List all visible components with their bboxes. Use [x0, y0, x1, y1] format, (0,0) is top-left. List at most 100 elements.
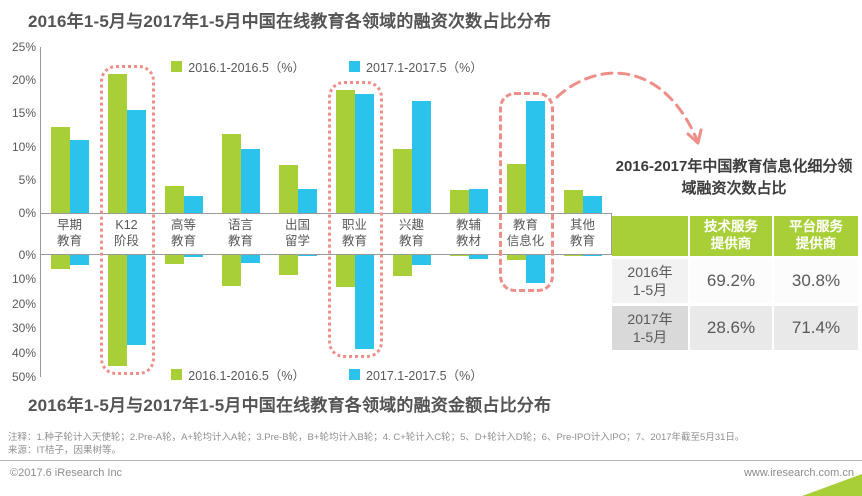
bottom-bar-2016-早期教育 [51, 255, 70, 269]
category-label-K12阶段: K12 阶段 [113, 218, 139, 248]
row-label-2016: 2016年 1-5月 [612, 259, 690, 306]
top-bar-2017-其他教育 [583, 196, 602, 213]
row-label-2017: 2017年 1-5月 [612, 306, 690, 353]
top-bar-2016-语言教育 [222, 134, 241, 213]
value-2016-platform: 30.8% [774, 259, 858, 306]
bottom-axis-tick: 0% [18, 248, 36, 262]
top-bar-2016-早期教育 [51, 127, 70, 213]
copyright-text: ©2017.6 iResearch Inc [10, 467, 123, 479]
value-2017-platform: 71.4% [774, 306, 858, 353]
top-axis-tick: 15% [11, 106, 36, 121]
bottom-bar-2016-高等教育 [165, 255, 184, 264]
bottom-axis-tick: 40% [11, 345, 36, 360]
top-chart-title: 2016年1-5月与2017年1-5月中国在线教育各领域的融资次数占比分布 [28, 12, 552, 31]
side-panel-title: 2016-2017年中国教育信息化细分领域融资次数占比 [615, 158, 853, 197]
annotation-box-教育信息化 [499, 92, 554, 293]
legend-label-2017: 2017.1-2017.5（%） [366, 369, 483, 383]
bottom-bar-2017-早期教育 [70, 255, 89, 265]
legend-swatch-2017 [349, 369, 360, 380]
table-header-platform-service: 平台服务 提供商 [774, 216, 858, 259]
legend-swatch-2016 [171, 61, 183, 72]
bottom-bar-2017-语言教育 [241, 255, 260, 263]
side-panel-table: 技术服务 提供商 平台服务 提供商 2016年 1-5月 69.2% 30.8%… [612, 216, 858, 353]
category-label-兴趣教育: 兴趣 教育 [398, 218, 424, 248]
category-label-教辅教材: 教辅 教材 [455, 218, 481, 248]
bottom-bar-2016-语言教育 [222, 255, 241, 286]
bottom-axis-tick: 10% [11, 272, 36, 287]
top-axis-tick: 5% [18, 172, 36, 187]
top-bar-2017-早期教育 [70, 140, 89, 213]
top-axis-tick: 10% [11, 139, 36, 154]
category-label-出国留学: 出国 留学 [284, 218, 310, 248]
category-label-其他教育: 其他 教育 [569, 218, 595, 248]
top-bar-2017-K12阶段 [127, 110, 146, 213]
bottom-bar-2016-出国留学 [279, 255, 298, 275]
top-bar-2016-教育信息化 [507, 164, 526, 213]
top-bar-2016-兴趣教育 [393, 149, 412, 213]
top-bar-2017-教育信息化 [526, 101, 545, 213]
table-header-row: 技术服务 提供商 平台服务 提供商 [612, 216, 858, 259]
top-bar-2016-出国留学 [279, 165, 298, 213]
top-y-axis-line [40, 47, 41, 213]
legend-label-2016: 2016.1-2016.5（%） [188, 369, 305, 383]
bottom-bar-2016-教辅教材 [450, 255, 469, 256]
legend-label-2017: 2017.1-2017.5（%） [366, 61, 483, 75]
bottom-bar-2017-其他教育 [583, 255, 602, 256]
table-corner-cell [612, 216, 690, 259]
top-bar-2016-高等教育 [165, 186, 184, 213]
bottom-bar-2017-高等教育 [184, 255, 203, 257]
legend-item-2016: 2016.1-2016.5（%） [171, 57, 305, 76]
legend-swatch-2017 [349, 61, 360, 72]
legend-swatch-2016 [171, 369, 183, 380]
bottom-axis-tick: 20% [11, 296, 36, 311]
table-row-2017: 2017年 1-5月 28.6% 71.4% [612, 306, 858, 353]
annotation-box-K12阶段 [100, 64, 155, 375]
value-2017-tech: 28.6% [690, 306, 774, 353]
bottom-axis-tick: 50% [11, 370, 36, 384]
top-bar-2017-兴趣教育 [412, 101, 431, 213]
legend-top: 2016.1-2016.5（%） 2017.1-2017.5（%） [42, 57, 612, 76]
category-label-语言教育: 语言 教育 [227, 218, 253, 248]
bottom-bar-2017-兴趣教育 [412, 255, 431, 265]
legend-item-2017: 2017.1-2017.5（%） [349, 365, 483, 384]
bottom-bar-2016-K12阶段 [108, 255, 127, 366]
bottom-bar-2017-职业教育 [355, 255, 374, 349]
footnote-line-2: 来源：IT桔子，因果树等。 [8, 445, 121, 457]
top-bar-2016-K12阶段 [108, 74, 127, 213]
table-header-tech-service: 技术服务 提供商 [690, 216, 774, 259]
top-bar-2017-出国留学 [298, 189, 317, 213]
category-label-教育信息化: 教育 信息化 [506, 218, 545, 248]
bottom-bar-2016-其他教育 [564, 255, 583, 256]
footnote-line-1: 注释：1.种子轮计入天使轮；2.Pre-A轮，A+轮均计入A轮；3.Pre-B轮… [8, 432, 745, 443]
top-axis-tick: 25% [11, 40, 36, 54]
bottom-bar-2017-K12阶段 [127, 255, 146, 345]
category-label-早期教育: 早期 教育 [56, 218, 82, 248]
category-band: 早期 教育 K12 阶段 高等 教育 语言 教育 出国 留学 职业 教育 兴趣 教育 教辅 教… [40, 213, 612, 255]
value-2016-tech: 69.2% [690, 259, 774, 306]
footnotes: 注释：1.种子轮计入天使轮；2.Pre-A轮，A+轮均计入A轮；3.Pre-B轮… [8, 431, 858, 458]
top-bar-2016-教辅教材 [450, 190, 469, 213]
footer-divider [0, 460, 862, 461]
category-label-职业教育: 职业 教育 [341, 218, 367, 248]
top-bar-2017-高等教育 [184, 196, 203, 213]
top-bar-2016-其他教育 [564, 190, 583, 213]
table-row-2016: 2016年 1-5月 69.2% 30.8% [612, 259, 858, 306]
bottom-bar-2016-职业教育 [336, 255, 355, 287]
top-axis-tick: 0% [18, 206, 36, 220]
top-bar-2017-语言教育 [241, 149, 260, 213]
top-bar-2016-职业教育 [336, 90, 355, 213]
corner-decoration-icon [802, 474, 862, 496]
annotation-box-职业教育 [328, 81, 383, 358]
bottom-bar-2016-教育信息化 [507, 255, 526, 260]
category-label-高等教育: 高等 教育 [170, 218, 196, 248]
bottom-bar-2017-出国留学 [298, 255, 317, 256]
legend-label-2016: 2016.1-2016.5（%） [188, 61, 305, 75]
top-bar-2017-职业教育 [355, 94, 374, 213]
bottom-chart-title: 2016年1-5月与2017年1-5月中国在线教育各领域的融资金额占比分布 [28, 396, 552, 415]
bottom-axis-tick: 30% [11, 321, 36, 336]
bottom-bar-2017-教辅教材 [469, 255, 488, 259]
legend-item-2017: 2017.1-2017.5（%） [349, 57, 483, 76]
bottom-bar-2016-兴趣教育 [393, 255, 412, 276]
